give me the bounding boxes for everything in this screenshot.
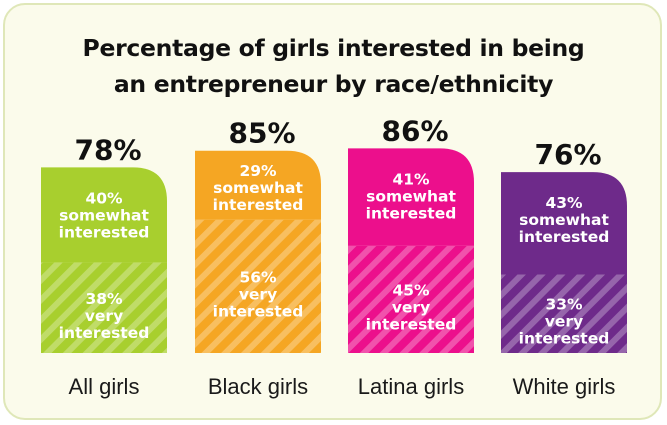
very-label-3-line-1: very xyxy=(545,313,583,331)
somewhat-label-3-line-0: 43% xyxy=(545,194,583,212)
very-label-2-line-2: interested xyxy=(366,315,457,333)
bar-somewhat-interested-0 xyxy=(41,167,167,263)
somewhat-label-1-line-0: 29% xyxy=(239,162,277,180)
bar-very-interested-0 xyxy=(41,262,167,353)
very-label-1-line-2: interested xyxy=(213,302,304,320)
total-label-2: 86% xyxy=(381,114,448,147)
somewhat-label-1-line-1: somewhat xyxy=(213,179,303,197)
bar-somewhat-interested-2 xyxy=(348,148,474,246)
very-label-2-line-0: 45% xyxy=(392,281,430,299)
bar-very-interested-2 xyxy=(348,245,474,353)
very-label-3-line-0: 33% xyxy=(545,296,583,314)
category-label-0: All girls xyxy=(69,374,140,399)
chart-title: Percentage of girls interested in being … xyxy=(0,30,667,102)
very-label-2-line-1: very xyxy=(392,298,430,316)
chart-title-line-2: an entrepreneur by race/ethnicity xyxy=(113,70,554,98)
bar-very-interested-1 xyxy=(195,219,321,353)
total-label-0: 78% xyxy=(74,133,141,166)
somewhat-label-0-line-1: somewhat xyxy=(59,206,149,224)
very-label-0-line-0: 38% xyxy=(85,290,123,308)
chart-title-line-1: Percentage of girls interested in being xyxy=(82,34,585,62)
very-label-0-line-2: interested xyxy=(59,324,150,342)
very-label-1-line-1: very xyxy=(239,285,277,303)
somewhat-label-0-line-0: 40% xyxy=(85,189,123,207)
bar-somewhat-interested-3 xyxy=(501,172,627,275)
somewhat-label-2-line-0: 41% xyxy=(392,170,430,188)
very-label-3-line-2: interested xyxy=(519,330,610,348)
very-label-1-line-0: 56% xyxy=(239,268,277,286)
somewhat-label-3-line-2: interested xyxy=(519,228,610,246)
category-label-1: Black girls xyxy=(208,374,308,399)
very-label-0-line-1: very xyxy=(85,307,123,325)
somewhat-label-2-line-1: somewhat xyxy=(366,187,456,205)
somewhat-label-0-line-2: interested xyxy=(59,223,150,241)
category-label-2: Latina girls xyxy=(358,374,464,399)
total-label-3: 76% xyxy=(534,138,601,171)
total-label-1: 85% xyxy=(228,117,295,150)
somewhat-label-2-line-2: interested xyxy=(366,204,457,222)
somewhat-label-3-line-1: somewhat xyxy=(519,211,609,229)
bar-very-interested-3 xyxy=(501,274,627,353)
category-label-3: White girls xyxy=(513,374,616,399)
bar-somewhat-interested-1 xyxy=(195,150,321,220)
somewhat-label-1-line-2: interested xyxy=(213,196,304,214)
